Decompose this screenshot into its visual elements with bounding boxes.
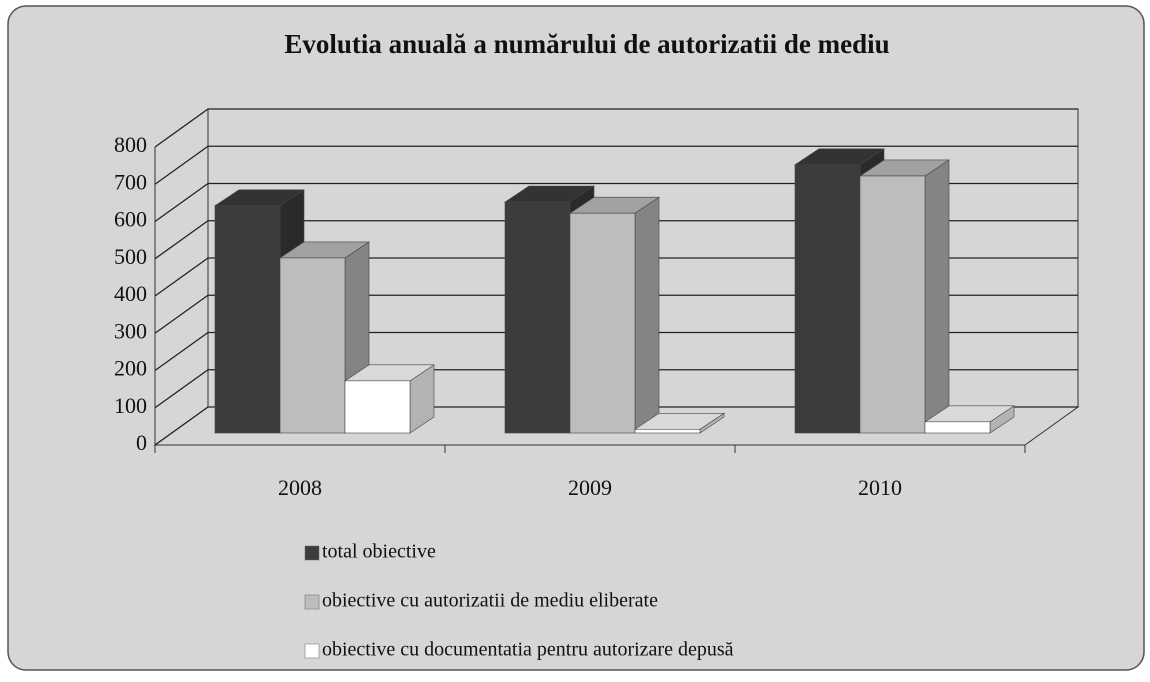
grid-line xyxy=(154,145,1078,185)
y-tick-label: 500 xyxy=(114,244,147,269)
legend-swatch xyxy=(304,643,320,659)
bar xyxy=(214,205,281,434)
grid-line xyxy=(154,182,1078,223)
chart-title: Evolutia anuală a numărului de autorizat… xyxy=(284,29,889,59)
grid-line xyxy=(154,369,1078,409)
bar xyxy=(634,428,701,434)
x-tick-label: 2010 xyxy=(858,475,902,500)
bar xyxy=(859,175,926,434)
legend-label: total obiective xyxy=(322,541,436,563)
bar-side xyxy=(924,159,950,434)
bar xyxy=(344,380,411,434)
legend-label: obiective cu documentatia pentru autoriz… xyxy=(322,639,734,661)
grid-line xyxy=(154,220,1078,260)
grid-line xyxy=(154,331,1078,372)
y-tick-label: 100 xyxy=(114,393,147,418)
y-tick-label: 400 xyxy=(114,281,147,306)
y-tick-label: 0 xyxy=(136,430,147,455)
x-tick-label: 2008 xyxy=(278,475,322,500)
bar-side xyxy=(634,196,660,434)
bar xyxy=(569,212,636,434)
bar xyxy=(794,164,861,434)
legend-swatch xyxy=(304,594,320,610)
legend-swatch xyxy=(304,545,320,561)
bar xyxy=(279,257,346,434)
grid-line xyxy=(154,406,1078,446)
y-tick-label: 300 xyxy=(114,318,147,343)
y-tick-label: 700 xyxy=(114,169,147,194)
x-tick-label: 2009 xyxy=(568,475,612,500)
y-tick-label: 600 xyxy=(114,207,147,232)
y-tick-label: 800 xyxy=(114,132,147,157)
grid-line xyxy=(154,108,1078,148)
grid-line xyxy=(154,257,1078,297)
bar xyxy=(504,201,571,434)
bar xyxy=(924,421,991,434)
y-tick-label: 200 xyxy=(114,356,147,381)
legend-label: obiective cu autorizatii de mediu eliber… xyxy=(322,590,658,612)
grid-line xyxy=(154,294,1078,334)
